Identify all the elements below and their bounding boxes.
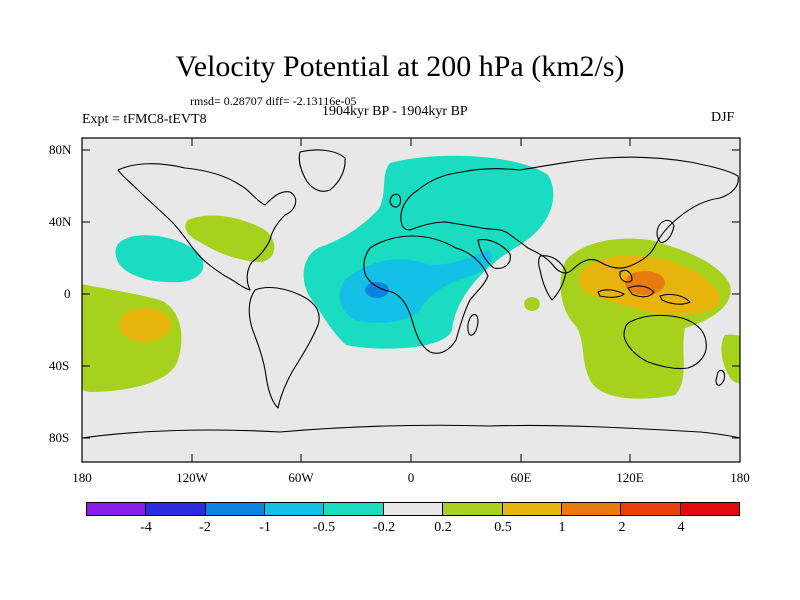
- colorbar-label: -0.2: [372, 520, 396, 535]
- region-east-north-pacific-negative: [115, 235, 204, 283]
- colorbar-label: 0.2: [434, 520, 452, 535]
- region-north-pacific-small: [233, 187, 277, 203]
- lon-label-60e: 60E: [510, 470, 532, 485]
- colorbar-label: -4: [140, 520, 152, 535]
- colorbar-label: -1: [259, 520, 271, 535]
- colorbar-swatch: [383, 503, 444, 515]
- colorbar-label: 1: [558, 520, 566, 535]
- period-label: 1904kyr BP - 1904kyr BP: [322, 104, 468, 119]
- colorbar-swatch: [443, 503, 503, 515]
- colorbar-swatch: [621, 503, 681, 515]
- lat-label-40n: 40N: [49, 214, 72, 229]
- colorbar-label: -2: [199, 520, 211, 535]
- lon-label-120e: 120E: [616, 470, 644, 485]
- colorbar-label: 0.5: [494, 520, 512, 535]
- lon-ticks: [81, 138, 741, 462]
- colorbar-swatch: [205, 503, 266, 515]
- map-title: Velocity Potential at 200 hPa (km2/s): [175, 50, 625, 83]
- colorbar-swatch: [146, 503, 206, 515]
- colorbar-label: 2: [618, 520, 626, 535]
- lat-ticks: [82, 149, 740, 439]
- colorbar-swatch: [265, 503, 325, 515]
- experiment-label: Expt = tFMC8-tEVT8: [82, 112, 207, 127]
- region-atlantic-africa-core: [339, 250, 493, 323]
- lon-label-180w: 180: [72, 470, 92, 485]
- colorbar-swatch: [561, 503, 622, 515]
- coastlines: [82, 149, 740, 439]
- region-south-pacific-moderate: [119, 308, 171, 342]
- colorbar-swatch: [324, 503, 384, 515]
- colorbar: [86, 502, 740, 516]
- lon-label-120w: 120W: [176, 470, 208, 485]
- colorbar-swatch: [680, 503, 739, 515]
- lat-label-0: 0: [64, 286, 71, 301]
- lat-label-80s: 80S: [49, 430, 70, 445]
- lon-label-180e: 180: [730, 470, 750, 485]
- region-atlantic-africa-min: [365, 282, 389, 298]
- lon-label-0: 0: [407, 470, 415, 485]
- lon-label-60w: 60W: [288, 470, 314, 485]
- region-west-pacific-max: [625, 271, 665, 295]
- region-south-pacific-positive-wrap: [721, 334, 740, 384]
- season-label: DJF: [711, 110, 735, 125]
- lat-label-40s: 40S: [49, 358, 70, 373]
- colorbar-label: -0.5: [312, 520, 336, 535]
- colorbar-label: 4: [677, 520, 685, 535]
- lat-label-80n: 80N: [49, 142, 72, 157]
- colorbar-swatch: [87, 503, 147, 515]
- region-indian-ocean-small: [524, 297, 540, 311]
- colorbar-swatch: [502, 503, 562, 515]
- region-north-america-positive: [185, 215, 275, 262]
- rmsd-diff-stats: rmsd= 0.28707 diff= -2.13116e-05: [190, 94, 357, 108]
- anomaly-contours: [82, 149, 740, 439]
